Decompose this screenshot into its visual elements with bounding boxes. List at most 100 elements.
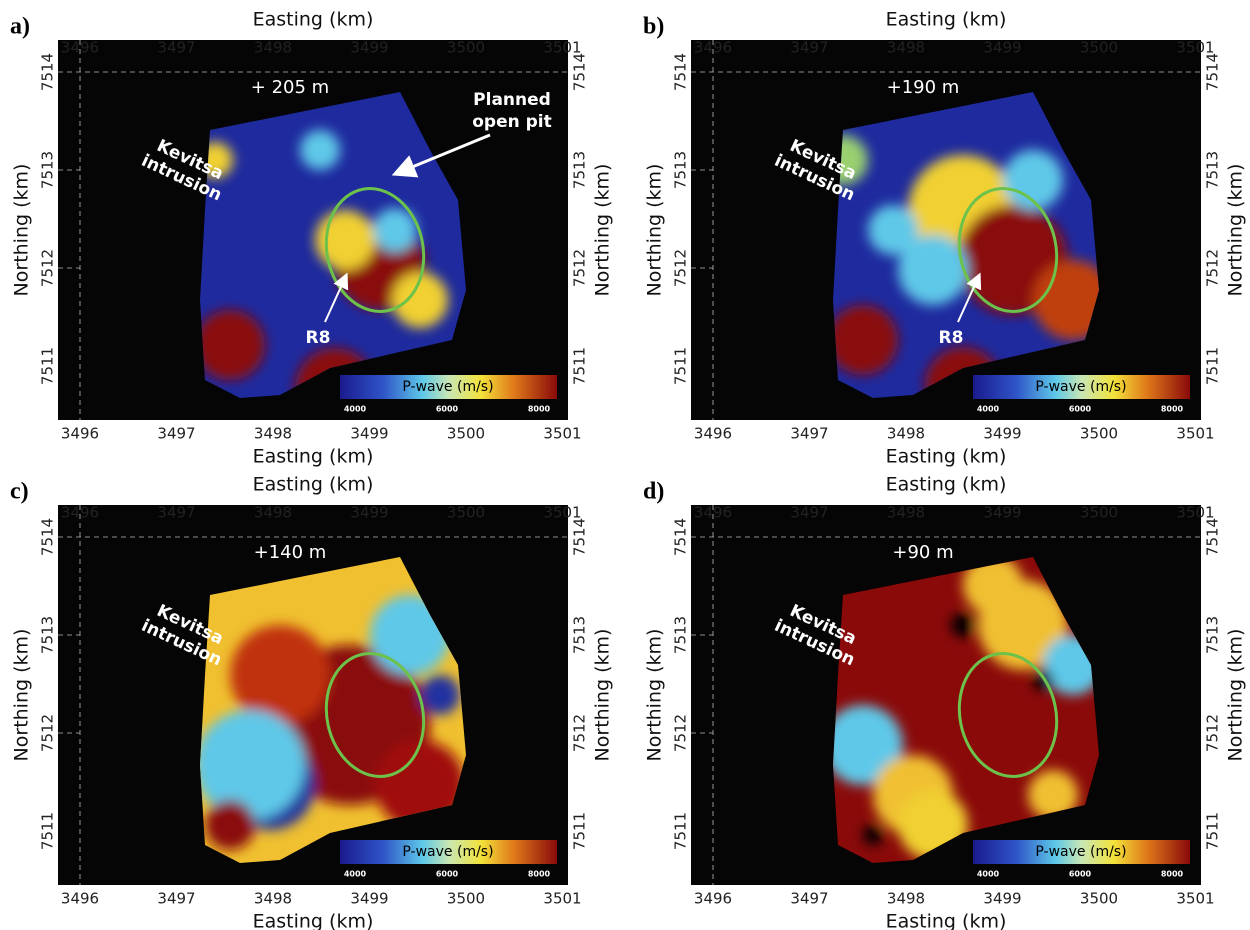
panel: d)34963496349734973498349834993499350035… [643, 474, 1247, 930]
depth-label: +190 m [887, 77, 960, 98]
x-tick-label: 3497 [157, 890, 195, 908]
y-tick-label: 7512 [571, 714, 589, 752]
y-tick-label: 7512 [1204, 714, 1222, 752]
x-tick-label: 3499 [983, 890, 1021, 908]
colorbar-tick: 6000 [436, 405, 459, 414]
x-tick-label: 3496 [61, 890, 99, 908]
colorbar-label: P-wave (m/s) [1035, 844, 1126, 860]
x-axis-title: Easting (km) [253, 474, 374, 496]
depth-label: + 205 m [251, 77, 329, 98]
y-tick-label: 7514 [571, 53, 589, 91]
velocity-patch [205, 800, 255, 850]
velocity-patch [315, 210, 375, 270]
x-axis-title: Easting (km) [253, 446, 374, 468]
panel: c)34963496349734973498349834993499350035… [10, 474, 614, 930]
colorbar-tick: 4000 [344, 870, 367, 879]
y-tick-label: 7512 [571, 249, 589, 287]
x-tick-label: 3498 [254, 504, 292, 522]
x-tick-label: 3498 [887, 39, 925, 57]
x-tick-label: 3497 [790, 890, 828, 908]
x-tick-label: 3501 [1176, 890, 1214, 908]
x-tick-label: 3496 [694, 504, 732, 522]
y-tick-label: 7514 [571, 518, 589, 556]
colorbar-tick: 4000 [977, 405, 1000, 414]
x-tick-label: 3500 [447, 425, 485, 443]
y-axis-title: Northing (km) [11, 629, 33, 762]
x-tick-label: 3496 [61, 39, 99, 57]
velocity-patch [951, 613, 975, 637]
velocity-patch [420, 675, 460, 715]
y-tick-label: 7512 [672, 714, 690, 752]
y-tick-label: 7512 [39, 249, 57, 287]
x-tick-label: 3500 [447, 504, 485, 522]
x-axis-title: Easting (km) [253, 9, 374, 31]
y-tick-label: 7514 [39, 518, 57, 556]
y-tick-label: 7511 [39, 347, 57, 385]
y-tick-label: 7511 [1204, 347, 1222, 385]
colorbar-label: P-wave (m/s) [402, 379, 493, 395]
x-tick-label: 3500 [1080, 890, 1118, 908]
colorbar-label: P-wave (m/s) [1035, 379, 1126, 395]
x-tick-label: 3498 [887, 425, 925, 443]
x-tick-label: 3498 [887, 504, 925, 522]
panel-label: a) [10, 14, 30, 40]
y-tick-label: 7514 [672, 518, 690, 556]
x-tick-label: 3501 [1176, 425, 1214, 443]
x-tick-label: 3500 [1080, 425, 1118, 443]
y-axis-title: Northing (km) [1225, 629, 1247, 762]
x-tick-label: 3498 [887, 890, 925, 908]
x-tick-label: 3499 [983, 504, 1021, 522]
x-tick-label: 3500 [1080, 504, 1118, 522]
y-tick-label: 7511 [1204, 812, 1222, 850]
colorbar-tick: 8000 [528, 405, 551, 414]
x-tick-label: 3496 [694, 890, 732, 908]
colorbar-tick: 6000 [1069, 405, 1092, 414]
y-tick-label: 7513 [39, 616, 57, 654]
y-tick-label: 7514 [1204, 518, 1222, 556]
x-tick-label: 3496 [61, 425, 99, 443]
velocity-patch [868, 205, 918, 255]
velocity-patch [828, 305, 898, 375]
y-tick-label: 7511 [571, 812, 589, 850]
depth-label: +140 m [254, 542, 327, 563]
x-axis-title: Easting (km) [886, 446, 1007, 468]
x-tick-label: 3499 [983, 39, 1021, 57]
x-tick-label: 3499 [350, 425, 388, 443]
x-tick-label: 3499 [350, 39, 388, 57]
x-tick-label: 3501 [543, 425, 581, 443]
panel-label: c) [10, 479, 29, 505]
panel-label: b) [643, 14, 664, 40]
x-axis-title: Easting (km) [253, 911, 374, 930]
x-tick-label: 3496 [694, 39, 732, 57]
x-tick-label: 3498 [254, 890, 292, 908]
x-tick-label: 3497 [790, 39, 828, 57]
x-tick-label: 3497 [790, 504, 828, 522]
annotation: open pit [472, 112, 552, 132]
x-tick-label: 3497 [790, 425, 828, 443]
velocity-patch [863, 825, 883, 845]
x-tick-label: 3501 [543, 890, 581, 908]
x-tick-label: 3499 [350, 504, 388, 522]
x-tick-label: 3498 [254, 39, 292, 57]
figure: a) 3496 3496 3497 3497 3498 3498 3499 3499 3500 35… [0, 0, 1250, 930]
annotation: R8 [939, 328, 964, 348]
colorbar-tick: 6000 [436, 870, 459, 879]
x-tick-label: 3497 [157, 39, 195, 57]
y-tick-label: 7514 [39, 53, 57, 91]
y-tick-label: 7511 [571, 347, 589, 385]
y-tick-label: 7514 [672, 53, 690, 91]
velocity-patch [230, 625, 330, 725]
colorbar-tick: 6000 [1069, 870, 1092, 879]
y-tick-label: 7513 [39, 151, 57, 189]
x-tick-label: 3497 [157, 425, 195, 443]
y-tick-label: 7513 [571, 616, 589, 654]
x-tick-label: 3499 [983, 425, 1021, 443]
x-tick-label: 3496 [694, 425, 732, 443]
y-axis-title: Northing (km) [592, 629, 614, 762]
velocity-patch [300, 130, 340, 170]
y-tick-label: 7513 [1204, 616, 1222, 654]
velocity-patch [195, 710, 305, 820]
x-tick-label: 3499 [350, 890, 388, 908]
colorbar-tick: 8000 [1161, 405, 1184, 414]
annotation: Planned [473, 90, 551, 110]
